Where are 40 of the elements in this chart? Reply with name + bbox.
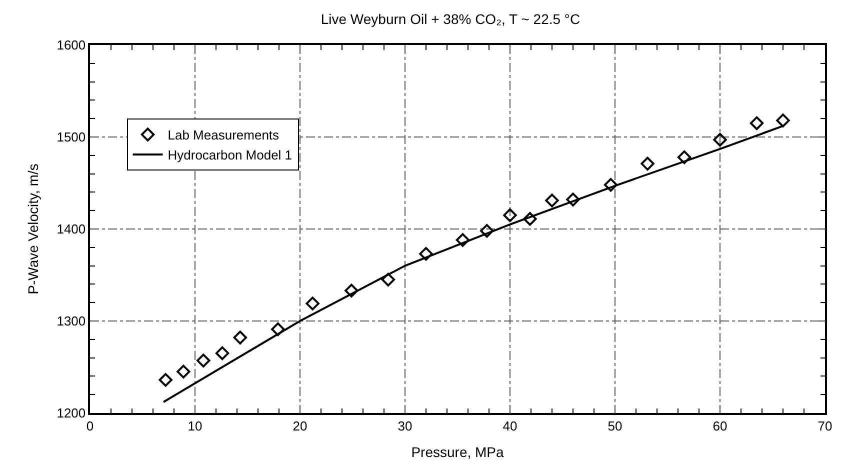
y-tick-label: 1200 bbox=[56, 406, 86, 421]
legend-label: Lab Measurements bbox=[168, 128, 280, 143]
x-tick-label: 70 bbox=[818, 418, 832, 434]
y-tick-label: 1600 bbox=[56, 38, 86, 53]
point bbox=[233, 330, 247, 344]
point bbox=[503, 208, 517, 222]
point bbox=[640, 156, 654, 171]
point bbox=[545, 194, 559, 208]
point bbox=[158, 373, 172, 387]
point bbox=[776, 114, 790, 128]
point bbox=[381, 272, 396, 286]
point bbox=[176, 364, 190, 378]
point bbox=[523, 212, 537, 226]
point bbox=[480, 224, 494, 238]
point bbox=[566, 192, 580, 206]
point bbox=[215, 346, 230, 360]
x-tick-label: 10 bbox=[188, 418, 202, 434]
point bbox=[677, 150, 692, 164]
x-tick-label: 20 bbox=[292, 418, 308, 434]
point bbox=[271, 322, 285, 336]
y-axis-title: P-Wave Velocity, m/s bbox=[24, 164, 41, 294]
y-tick-label: 1500 bbox=[56, 130, 86, 145]
point bbox=[196, 354, 210, 368]
y-tick-label: 1300 bbox=[56, 314, 86, 329]
legend-label: Hydrocarbon Model 1 bbox=[168, 148, 292, 163]
point bbox=[419, 246, 433, 261]
point bbox=[604, 178, 618, 192]
point bbox=[713, 132, 727, 147]
x-tick-label: 30 bbox=[398, 418, 412, 434]
chart-title: Live Weyburn Oil + 38% CO₂, T ~ 22.5 °C bbox=[320, 10, 580, 27]
point bbox=[750, 116, 764, 130]
y-tick-label: 1400 bbox=[56, 222, 86, 237]
x-tick-label: 0 bbox=[86, 418, 94, 434]
point bbox=[344, 284, 358, 298]
point bbox=[306, 296, 320, 310]
point bbox=[456, 233, 470, 247]
x-tick-label: 60 bbox=[712, 418, 728, 434]
x-axis-title: Pressure, MPa bbox=[411, 444, 504, 460]
x-tick-label: 50 bbox=[608, 418, 622, 434]
x-tick-label: 40 bbox=[502, 418, 518, 434]
